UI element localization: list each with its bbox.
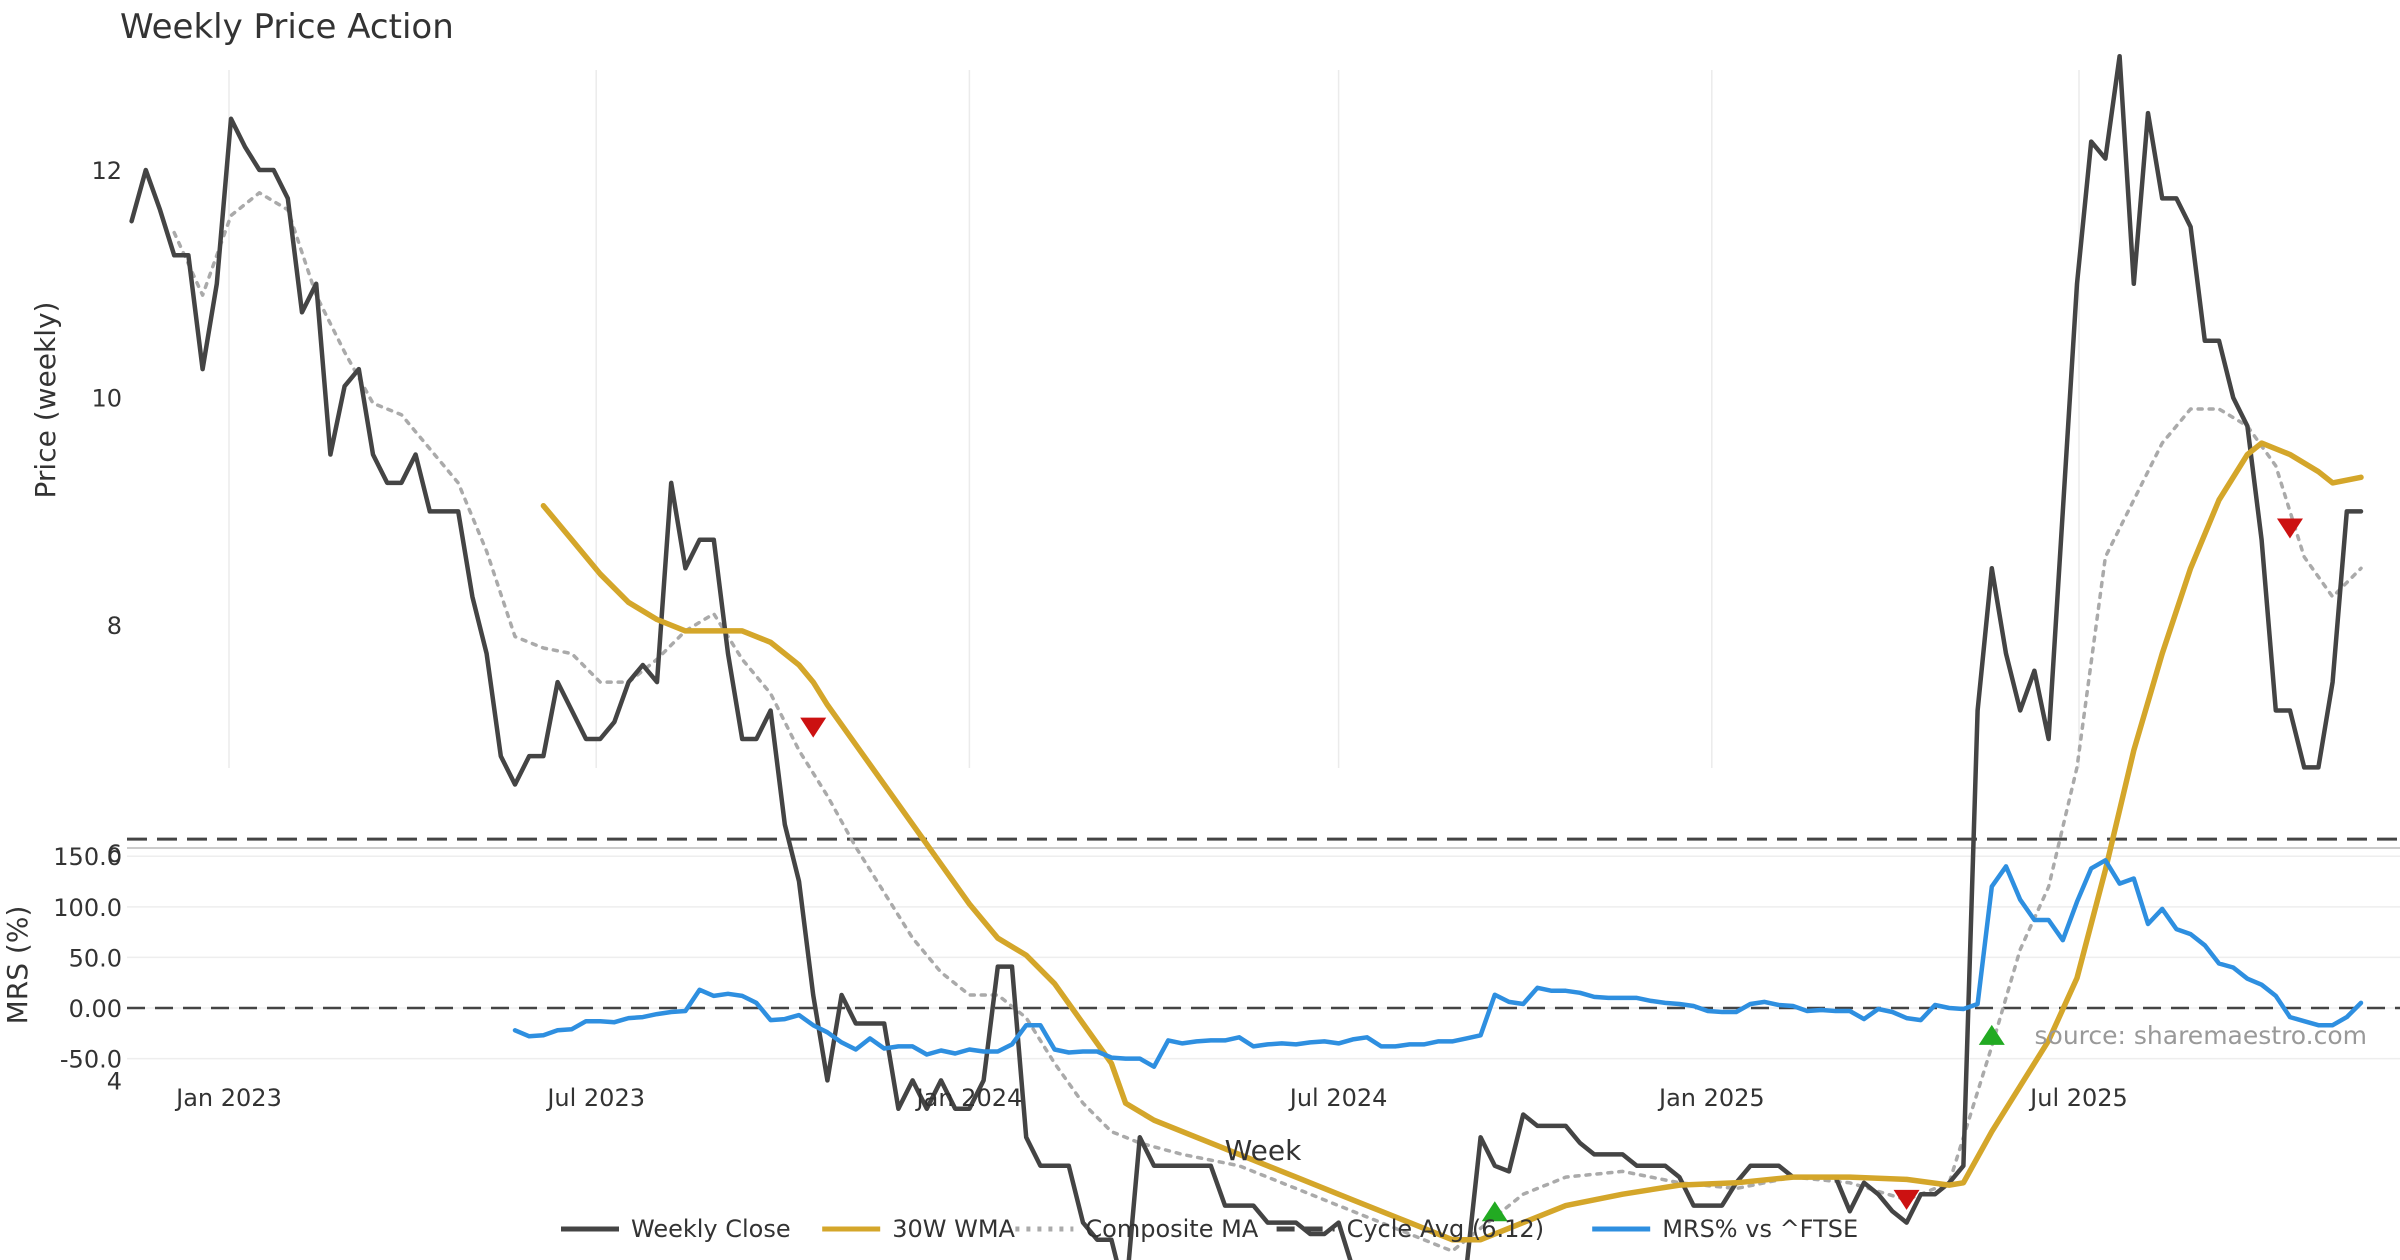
mrs-y-tick-label: -50.0 (60, 1046, 122, 1074)
x-tick-label: Jan 2023 (174, 1084, 282, 1112)
series-layer (129, 53, 2364, 1260)
legend-item: Weekly Close (561, 1215, 791, 1243)
legend-label: Composite MA (1085, 1215, 1258, 1243)
price-y-tick-label: 4 (107, 1067, 122, 1095)
mrs-line (512, 858, 2364, 1069)
chart-title: Weekly Price Action (120, 7, 454, 47)
sell-signal-marker (2276, 518, 2303, 539)
mrs-y-tick-label: 50.0 (69, 944, 122, 972)
price-y-axis-title: Price (weekly) (29, 302, 62, 499)
mrs-y-tick-label: 100.0 (53, 894, 122, 922)
composite-ma-line (172, 191, 2363, 1253)
sell-signal-marker (800, 717, 827, 738)
mrs-y-tick-label: 150.0 (53, 843, 122, 871)
source-annotation: source: sharemaestro.com (2035, 1021, 2368, 1050)
mrs-y-axis-title: MRS (%) (1, 906, 34, 1025)
x-tick-label: Jan 2024 (915, 1084, 1023, 1112)
x-axis-title: Week (1225, 1134, 1302, 1167)
weekly-close-line (129, 53, 2364, 1260)
legend-item: 30W WMA (822, 1215, 1016, 1243)
price-y-tick-label: 6 (107, 840, 122, 868)
wma-30w-line (540, 440, 2364, 1243)
reference-lines (127, 837, 2400, 1010)
x-tick-label: Jan 2025 (1657, 1084, 1765, 1112)
legend-label: 30W WMA (892, 1215, 1015, 1243)
legend-item: Composite MA (1015, 1215, 1259, 1243)
legend-label: Weekly Close (631, 1215, 791, 1243)
price-y-tick-label: 10 (91, 385, 122, 413)
sell-signal-marker (1893, 1189, 1920, 1210)
x-tick-label: Jul 2023 (545, 1084, 645, 1112)
buy-signal-marker (1481, 1201, 1508, 1222)
x-tick-label: Jul 2025 (2028, 1084, 2128, 1112)
legend-label: Cycle Avg (6.12) (1347, 1215, 1544, 1243)
legend-item: MRS% vs ^FTSE (1592, 1215, 1858, 1243)
legend: Weekly Close 30W WMA Composite MA Cycle Avg… (561, 1215, 1858, 1243)
x-tick-label: Jul 2024 (1288, 1084, 1388, 1112)
buy-signal-marker (1978, 1024, 2005, 1045)
legend-label: MRS% vs ^FTSE (1662, 1215, 1858, 1243)
price-y-tick-label: 8 (107, 612, 122, 640)
legend-item: Cycle Avg (6.12) (1276, 1215, 1544, 1243)
mrs-y-tick-label: 0.00 (69, 995, 122, 1023)
price-y-tick-label: 12 (91, 157, 122, 185)
signal-markers (800, 518, 2303, 1222)
